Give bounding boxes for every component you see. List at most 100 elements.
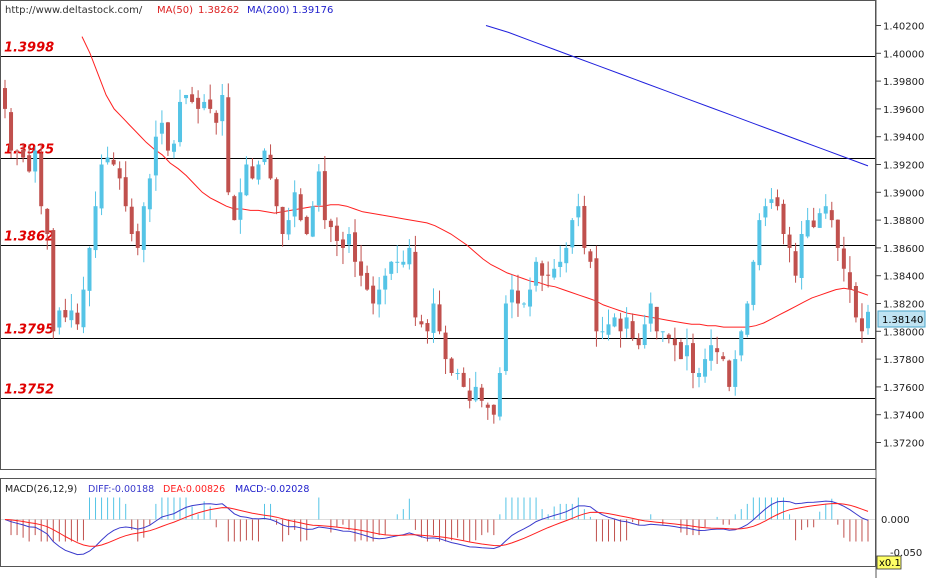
candle-body <box>165 122 170 151</box>
candle-body <box>75 312 80 325</box>
candle-body <box>141 206 146 250</box>
candle-body <box>745 303 750 335</box>
candle-body <box>437 304 442 332</box>
candle-body <box>377 289 382 305</box>
candle-body <box>636 338 641 346</box>
macd-value-label: MACD:-0.02028 <box>235 484 309 495</box>
candle-body <box>419 321 424 325</box>
macd-title: MACD(26,12,9) <box>5 484 77 495</box>
candle-body <box>129 206 134 234</box>
candle-body <box>672 338 677 346</box>
candle-body <box>570 220 575 248</box>
macd-scale-badge <box>876 555 902 570</box>
price-tick-label: 1.39800 <box>883 77 924 88</box>
candle-body <box>383 275 388 290</box>
candle-body <box>648 303 653 324</box>
candle-body <box>117 168 122 179</box>
candle-body <box>859 318 864 332</box>
candle-body <box>847 272 852 290</box>
candle-body <box>775 197 780 207</box>
candle-body <box>431 303 436 333</box>
candle-body <box>443 332 448 360</box>
candle-body <box>274 179 279 207</box>
ma50-value: 1.38262 <box>198 5 239 16</box>
candle-body <box>721 356 726 360</box>
candle-body <box>576 206 581 218</box>
candle-body <box>690 343 695 373</box>
candle-body <box>93 206 98 251</box>
price-tick-label: 1.37800 <box>883 355 924 366</box>
ma200-line <box>485 25 869 167</box>
candle-body <box>365 272 370 290</box>
candle-body <box>497 373 502 417</box>
candle-body <box>220 95 225 122</box>
price-tick-label: 1.39400 <box>883 133 924 144</box>
candle-body <box>485 404 490 408</box>
price-tick-label: 1.38400 <box>883 272 924 283</box>
candle-body <box>630 321 635 339</box>
candle-body <box>147 178 152 210</box>
candle-body <box>552 268 557 278</box>
ma200-value: 1.39176 <box>292 5 333 16</box>
candle-body <box>159 122 164 134</box>
price-tick-label: 1.37400 <box>883 411 924 422</box>
candle-body <box>81 289 86 328</box>
candle-body <box>757 220 762 266</box>
candle-body <box>515 290 520 304</box>
candle-body <box>280 206 285 234</box>
candle-body <box>829 210 834 221</box>
macd-tick-neg: -0.050 <box>890 548 922 559</box>
candle-body <box>202 101 207 109</box>
price-axis: 1.37200 1.37400 1.37600 1.37800 1.38000 1.382… <box>876 22 924 450</box>
price-tick-label: 1.39200 <box>883 161 924 172</box>
candle-body <box>612 317 617 327</box>
candle-body <box>286 220 291 235</box>
price-tick-label: 1.38200 <box>883 300 924 311</box>
candle-body <box>21 149 26 158</box>
candle-body <box>135 231 140 248</box>
candle-body <box>105 157 110 163</box>
candle-body <box>866 311 870 329</box>
candle-body <box>63 310 68 318</box>
candle-body <box>600 331 605 333</box>
candle-body <box>395 261 400 263</box>
candle-body <box>39 153 44 207</box>
candle-body <box>268 154 273 179</box>
price-tick-label: 1.40200 <box>883 22 924 33</box>
candle-body <box>262 150 267 163</box>
candle-body <box>799 234 804 278</box>
macd-diff-line <box>4 500 869 556</box>
macd-scale-badge-text: x0.1 <box>879 558 901 569</box>
candle-body <box>739 331 744 356</box>
candle-body <box>33 150 38 172</box>
candle-body <box>805 220 810 237</box>
candle-body <box>389 261 394 274</box>
candle-body <box>256 164 261 180</box>
current-price-value: 1.38140 <box>882 315 923 326</box>
candle-body <box>111 159 116 165</box>
candle-body <box>455 373 460 374</box>
candle-body <box>328 220 333 228</box>
moving-averages <box>81 25 869 328</box>
candle-body <box>304 216 309 234</box>
candle-body <box>624 317 629 329</box>
candle-body <box>214 112 219 123</box>
candle-body <box>823 206 828 214</box>
candle-body <box>449 358 454 373</box>
candle-body <box>666 334 671 339</box>
candle-body <box>57 310 62 328</box>
candle-body <box>678 342 683 360</box>
candle-body <box>413 251 418 318</box>
candle-body <box>322 171 327 221</box>
candle-body <box>522 303 527 305</box>
level-label: 1.3752 <box>4 383 54 398</box>
candle-body <box>407 247 412 265</box>
candle-body <box>3 88 7 109</box>
candle-body <box>461 372 466 387</box>
candle-body <box>660 331 665 333</box>
candle-body <box>654 306 659 332</box>
candle-body <box>841 248 846 269</box>
candle-body <box>781 203 786 234</box>
candle-body <box>244 164 249 196</box>
